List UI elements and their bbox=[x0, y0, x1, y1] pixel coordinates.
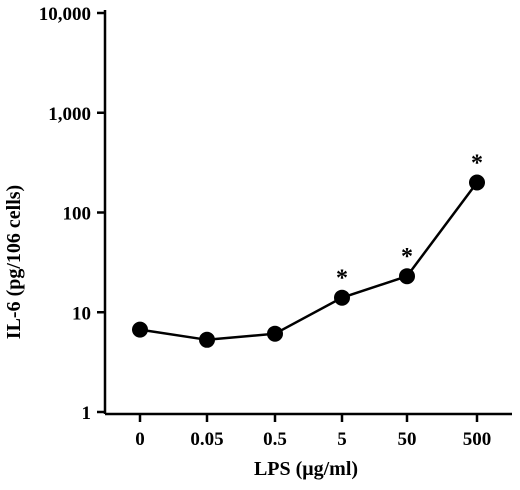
x-tick-label: 5 bbox=[337, 429, 347, 450]
x-axis-title: LPS (μg/ml) bbox=[254, 458, 358, 480]
x-tick-label: 0.05 bbox=[190, 429, 223, 450]
x-ticks: 0 0.05 0.5 5 50 500 bbox=[135, 414, 491, 450]
significance-markers: * * * bbox=[336, 150, 483, 291]
data-point bbox=[199, 331, 215, 348]
series-line bbox=[139, 181, 479, 342]
significance-asterisk: * bbox=[401, 244, 413, 270]
data-point bbox=[132, 321, 148, 338]
data-point bbox=[267, 325, 283, 342]
significance-asterisk: * bbox=[471, 150, 483, 176]
x-tick-label: 0.5 bbox=[263, 429, 287, 450]
x-tick-label: 0 bbox=[135, 429, 145, 450]
y-tick-label: 10 bbox=[72, 303, 91, 324]
significance-asterisk: * bbox=[336, 266, 348, 292]
y-axis-title: IL-6 (pg/106 cells) bbox=[3, 185, 25, 339]
x-tick-label: 50 bbox=[398, 429, 417, 450]
y-tick-label: 10,000 bbox=[39, 4, 91, 25]
axes bbox=[103, 10, 512, 416]
x-tick-label: 500 bbox=[463, 429, 492, 450]
y-tick-label: 1 bbox=[82, 403, 92, 424]
data-point bbox=[469, 174, 485, 191]
y-ticks: 1 10 100 1,000 10,000 bbox=[39, 4, 105, 424]
y-tick-label: 100 bbox=[63, 204, 92, 225]
series bbox=[132, 174, 485, 348]
data-point bbox=[399, 268, 415, 285]
y-tick-label: 1,000 bbox=[48, 104, 91, 125]
data-point bbox=[334, 289, 350, 306]
